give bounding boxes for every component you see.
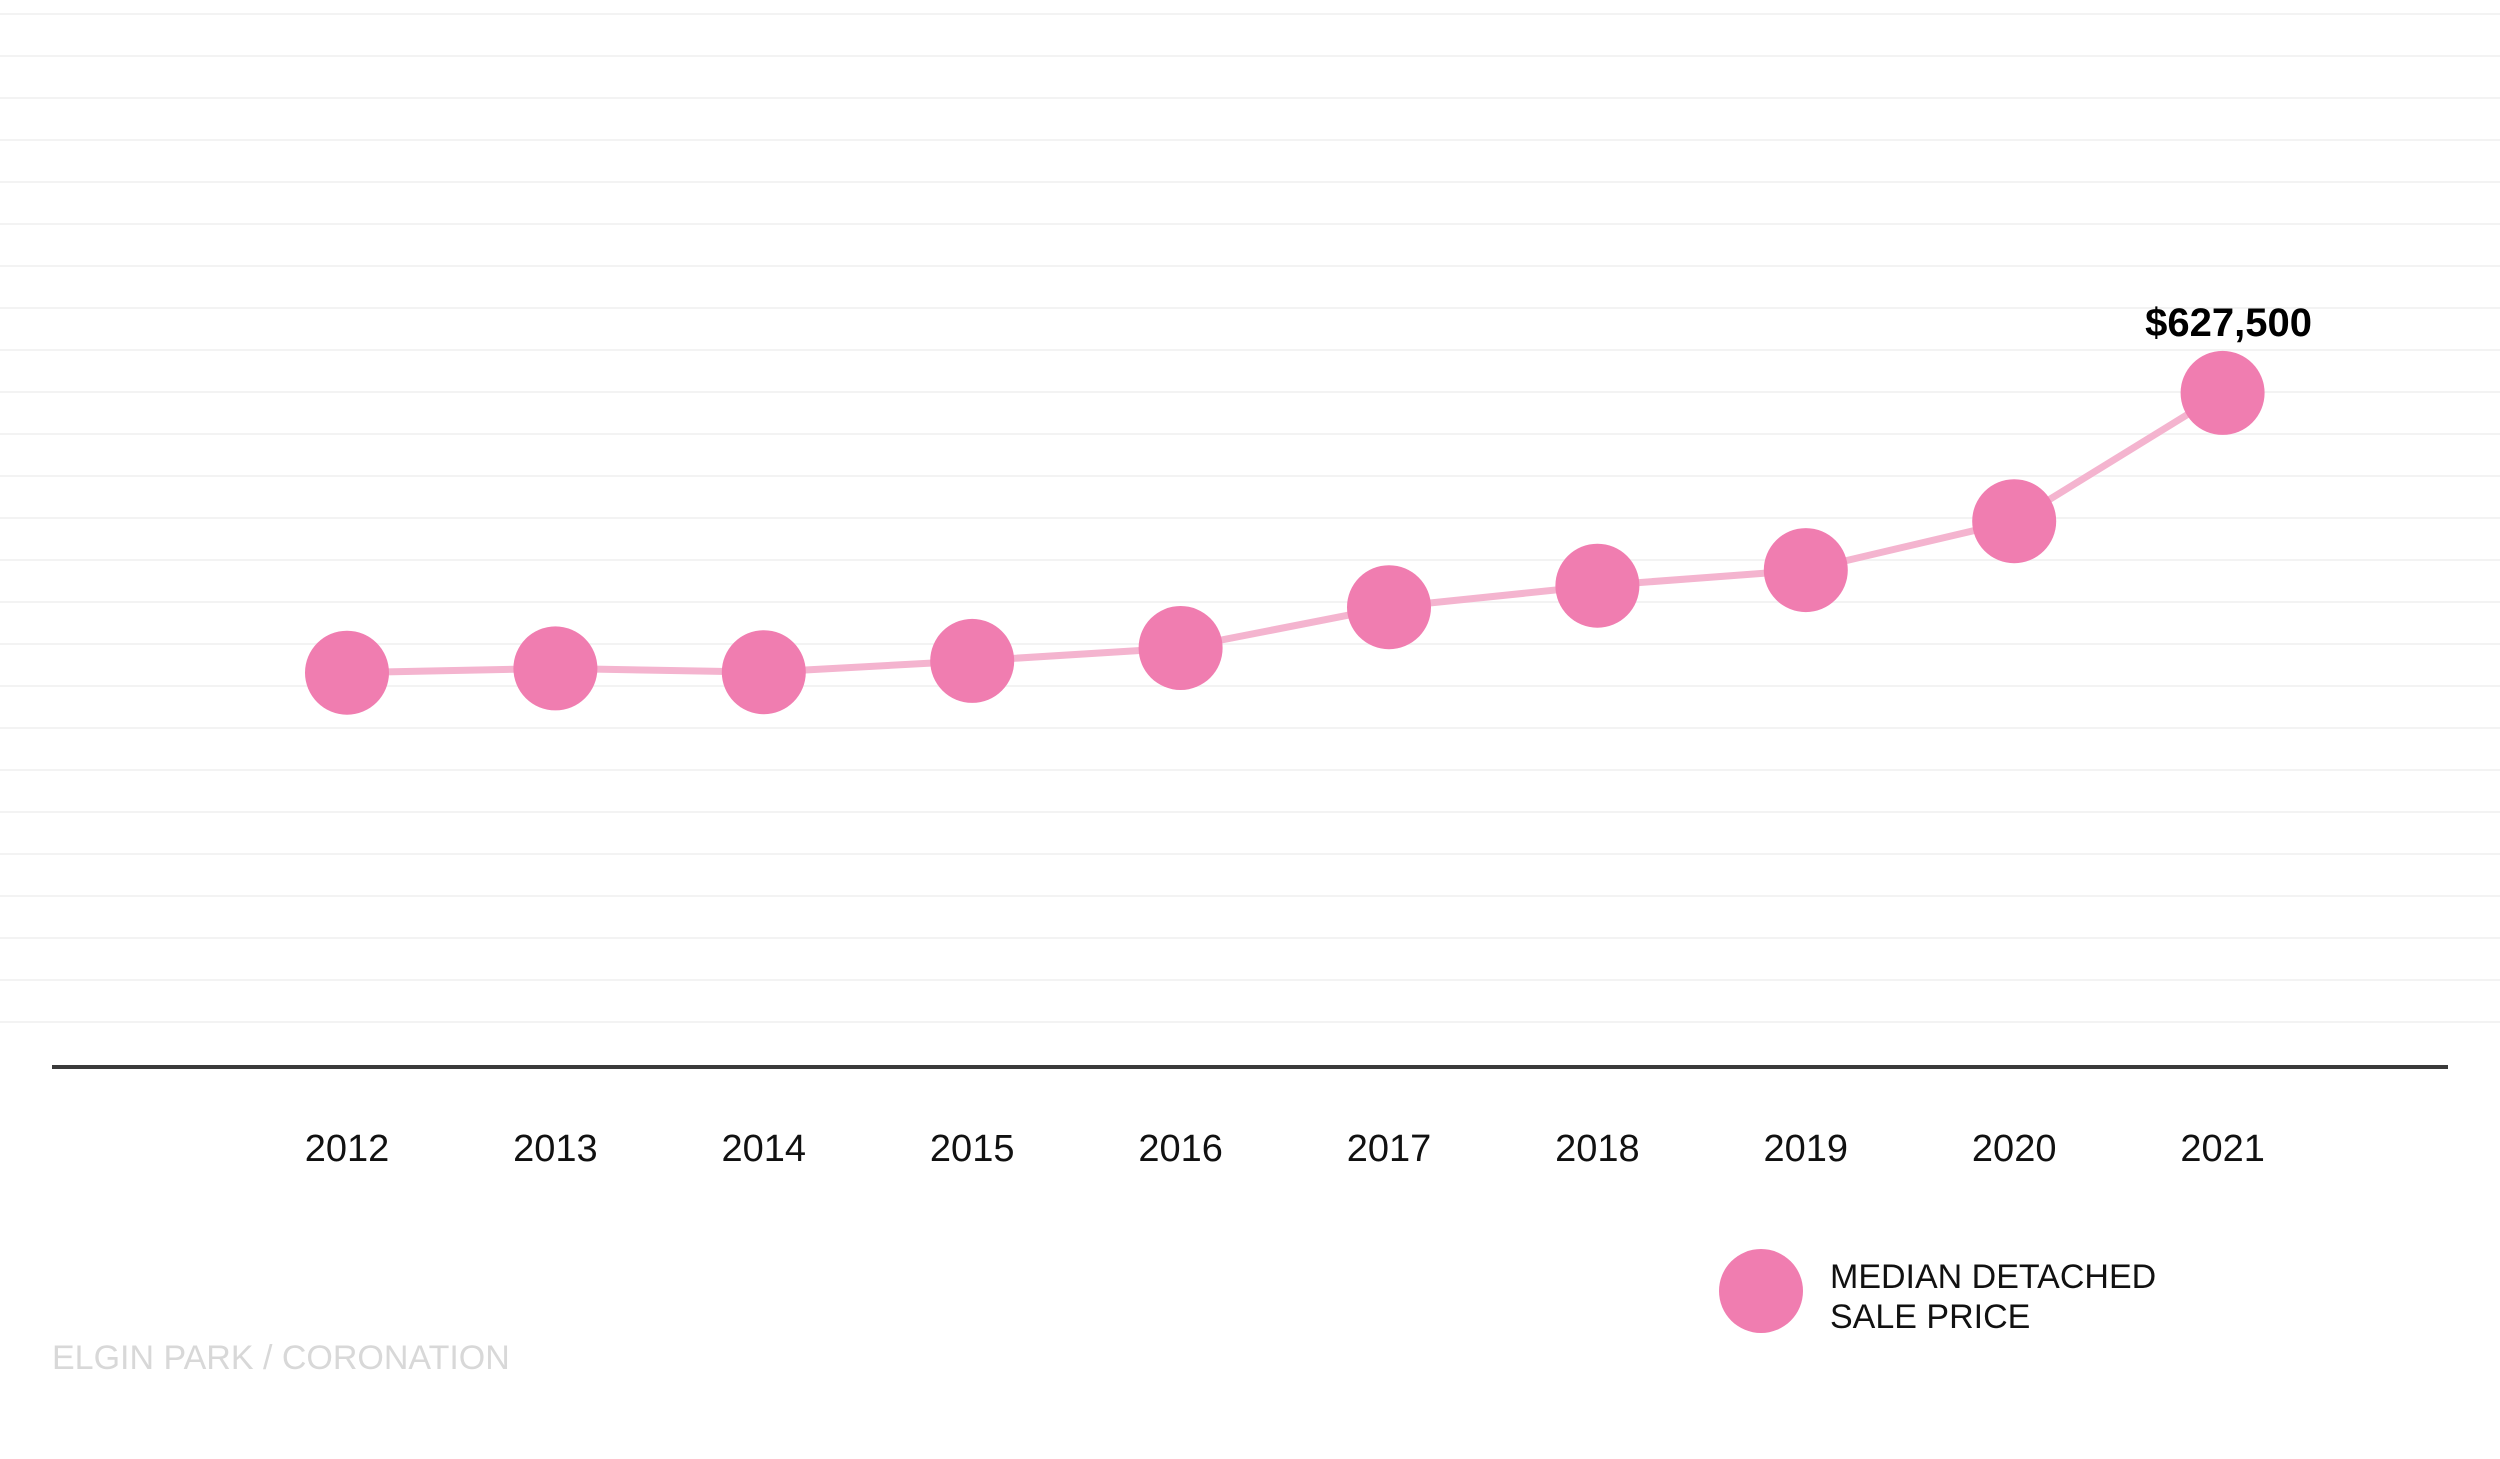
source-label: ELGIN PARK / CORONATION xyxy=(52,1339,510,1377)
x-tick-labels: 2012 2013 2014 2015 2016 2017 2018 2019 2020 2021 xyxy=(305,1128,2265,1170)
data-label-2021: $627,500 xyxy=(2145,301,2312,345)
data-point-2017 xyxy=(1347,565,1431,650)
x-tick-label-2013: 2013 xyxy=(513,1128,598,1170)
data-point-2020 xyxy=(1972,479,2057,564)
series-line xyxy=(343,389,2227,677)
data-point-2018 xyxy=(1555,543,1640,628)
x-tick-label-2014: 2014 xyxy=(722,1128,807,1170)
data-point-2019 xyxy=(1763,528,1848,613)
gridlines xyxy=(0,13,2500,1023)
data-point-2012 xyxy=(305,630,389,715)
x-tick-label-2019: 2019 xyxy=(1764,1128,1849,1170)
data-point-2014 xyxy=(721,630,806,715)
data-points xyxy=(305,350,2265,715)
data-point-2021 xyxy=(2180,350,2265,435)
data-point-2016 xyxy=(1138,606,1223,690)
legend-marker xyxy=(1719,1249,1803,1333)
x-tick-label-2015: 2015 xyxy=(930,1128,1015,1170)
x-tick-label-2012: 2012 xyxy=(305,1128,390,1170)
x-tick-label-2018: 2018 xyxy=(1555,1128,1640,1170)
data-point-2015 xyxy=(930,618,1015,703)
data-point-2013 xyxy=(513,626,598,711)
legend: MEDIAN DETACHED SALE PRICE xyxy=(1719,1249,2156,1336)
data-labels: $627,500 xyxy=(2145,301,2312,345)
legend-line-2: SALE PRICE xyxy=(1830,1298,2030,1336)
x-tick-label-2016: 2016 xyxy=(1138,1128,1223,1170)
legend-line-1: MEDIAN DETACHED xyxy=(1830,1258,2156,1296)
x-tick-label-2017: 2017 xyxy=(1347,1128,1432,1170)
x-tick-label-2021: 2021 xyxy=(2180,1128,2265,1170)
x-tick-label-2020: 2020 xyxy=(1972,1128,2057,1170)
